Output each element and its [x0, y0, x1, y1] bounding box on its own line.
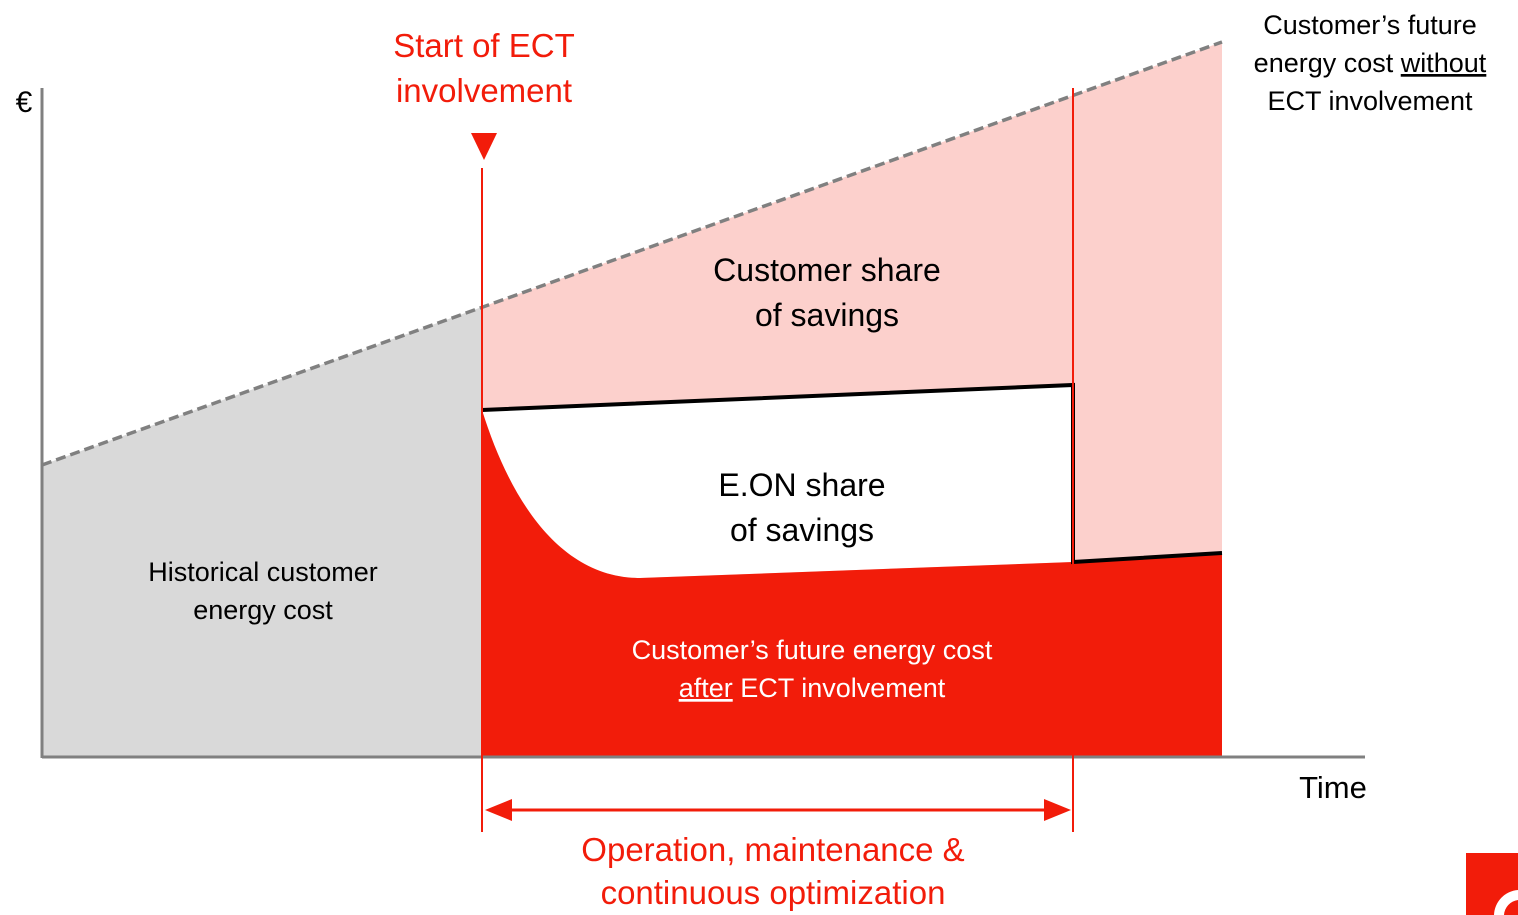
customer-share-label: of savings: [755, 297, 899, 333]
historical-label: Historical customer: [148, 557, 378, 587]
x-axis-label: Time: [1299, 770, 1367, 805]
logo-mark: [1494, 890, 1518, 915]
eon-share-label: of savings: [730, 512, 874, 548]
customer-share-label: Customer share: [713, 252, 941, 288]
operation-label: continuous optimization: [601, 874, 946, 911]
start-marker: [471, 133, 497, 160]
start-label: Start of ECT: [393, 27, 575, 64]
text-underlined: without: [1400, 48, 1487, 78]
historical-label: energy cost: [193, 595, 333, 625]
arrow-head-left: [485, 799, 512, 821]
operation-label: Operation, maintenance &: [581, 831, 964, 868]
logo: [1466, 853, 1518, 915]
start-label: involvement: [396, 72, 572, 109]
future-after-label: Customer’s future energy cost: [632, 635, 993, 665]
y-axis-label: €: [16, 86, 33, 119]
future-without-label: ECT involvement: [1267, 86, 1473, 116]
text-part: energy cost: [1254, 48, 1401, 78]
eon-savings-area: [482, 385, 1073, 578]
text-part: ECT involvement: [733, 673, 946, 703]
eon-share-label: E.ON share: [718, 467, 885, 503]
future-after-label: after ECT involvement: [679, 673, 946, 703]
future-cost-area: [482, 410, 1222, 757]
text-underlined: after: [679, 673, 733, 703]
baseline-dashed: [41, 40, 1223, 467]
historical-area: [42, 307, 482, 757]
future-without-label: energy cost without: [1254, 48, 1487, 78]
future-without-label: Customer’s future: [1263, 10, 1477, 40]
arrow-head-right: [1044, 799, 1071, 821]
